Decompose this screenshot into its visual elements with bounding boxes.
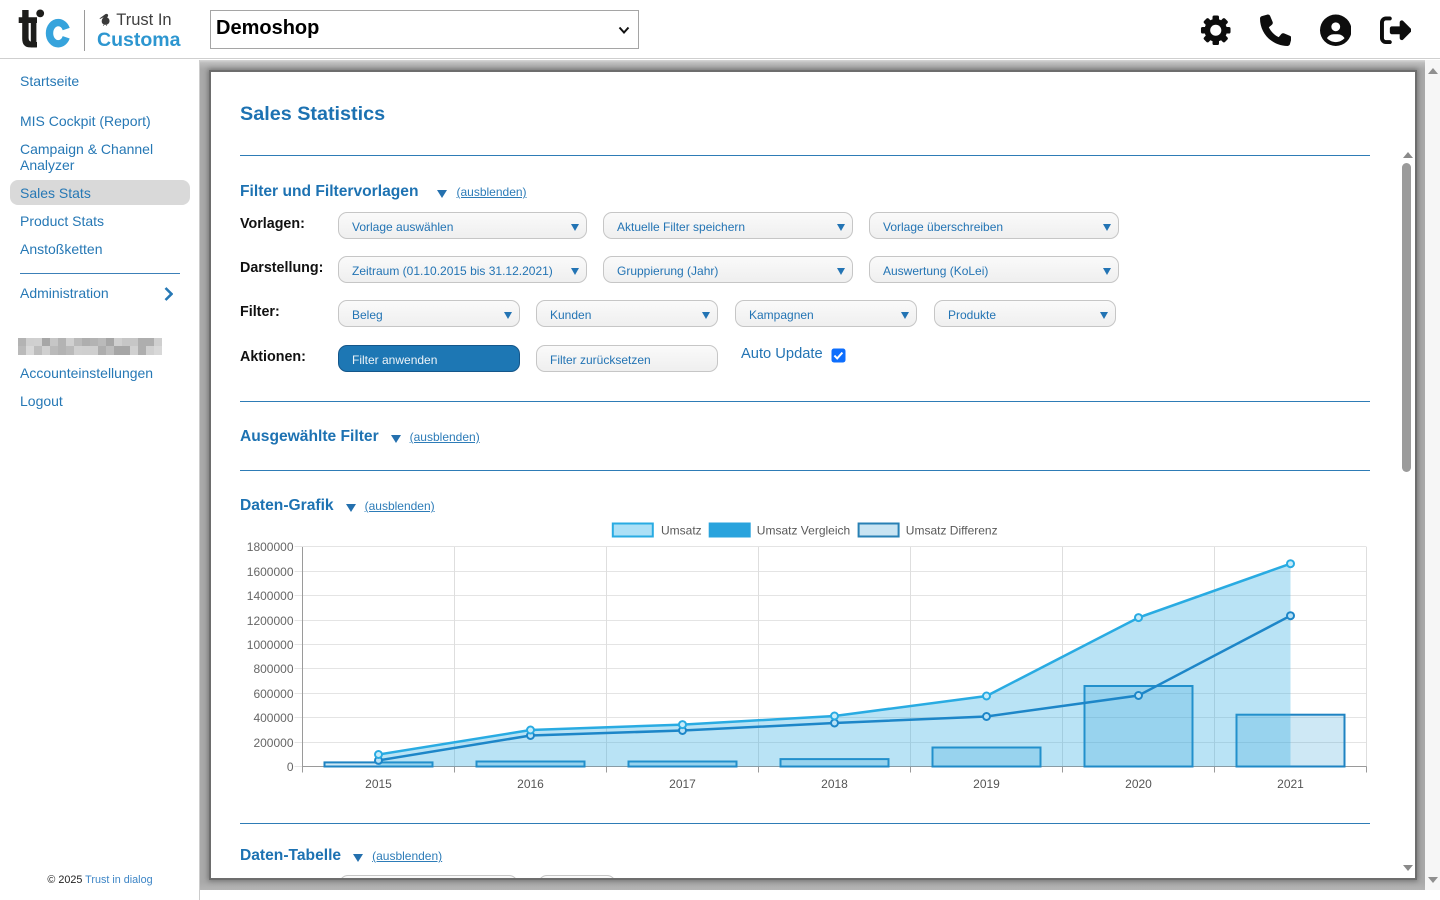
svg-text:Umsatz: Umsatz xyxy=(661,524,702,538)
svg-text:1800000: 1800000 xyxy=(247,540,294,554)
svg-text:1000000: 1000000 xyxy=(247,638,294,652)
svg-text:600000: 600000 xyxy=(253,687,293,701)
svg-text:200000: 200000 xyxy=(253,736,293,750)
svg-text:2019: 2019 xyxy=(973,777,1000,791)
svg-text:800000: 800000 xyxy=(253,662,293,676)
svg-text:2015: 2015 xyxy=(365,777,392,791)
svg-text:2016: 2016 xyxy=(517,777,544,791)
svg-text:Umsatz Vergleich: Umsatz Vergleich xyxy=(757,524,850,538)
svg-text:2018: 2018 xyxy=(821,777,848,791)
svg-text:Umsatz Differenz: Umsatz Differenz xyxy=(906,524,998,538)
svg-text:2020: 2020 xyxy=(1125,777,1152,791)
svg-text:1600000: 1600000 xyxy=(247,565,294,579)
svg-text:1200000: 1200000 xyxy=(247,614,294,628)
svg-text:400000: 400000 xyxy=(253,711,293,725)
svg-text:2017: 2017 xyxy=(669,777,696,791)
svg-text:2021: 2021 xyxy=(1277,777,1304,791)
svg-text:1400000: 1400000 xyxy=(247,589,294,603)
svg-text:0: 0 xyxy=(287,760,294,774)
